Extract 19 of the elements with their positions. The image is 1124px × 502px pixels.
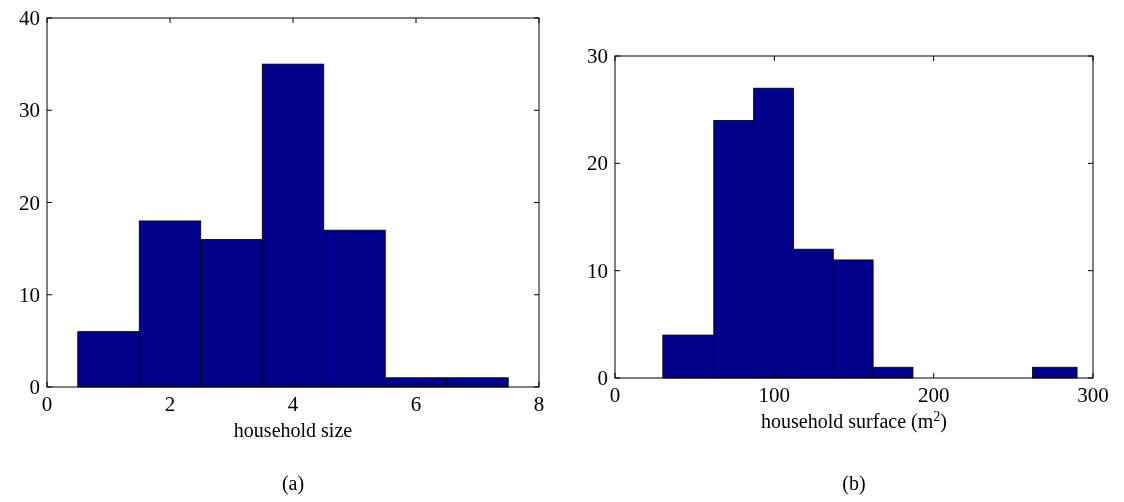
y-tick-label: 10 [587,258,608,283]
x-tick-label: 8 [533,392,545,416]
x-tick-label: 2 [164,392,176,416]
y-tick-label: 0 [597,366,608,390]
y-tick-label: 20 [19,190,40,215]
x-axis-title: household surface (m$^{2}$) [761,408,947,433]
x-tick-label: 300 [1077,383,1109,407]
x-tick-label: 200 [917,383,950,407]
x-tick-label: 100 [758,383,791,407]
y-tick-label: 20 [587,151,608,176]
text: (b) [842,472,866,495]
x-axis-title: household size [233,419,353,441]
y-tick-label: 30 [19,98,40,123]
y-tick-label: 30 [587,44,608,68]
y-tick-label: 10 [19,282,40,307]
text: (a) [281,472,305,495]
x-tick-label: 6 [410,392,422,416]
x-tick-label: 4 [287,392,299,416]
y-tick-label: 40 [19,6,40,30]
